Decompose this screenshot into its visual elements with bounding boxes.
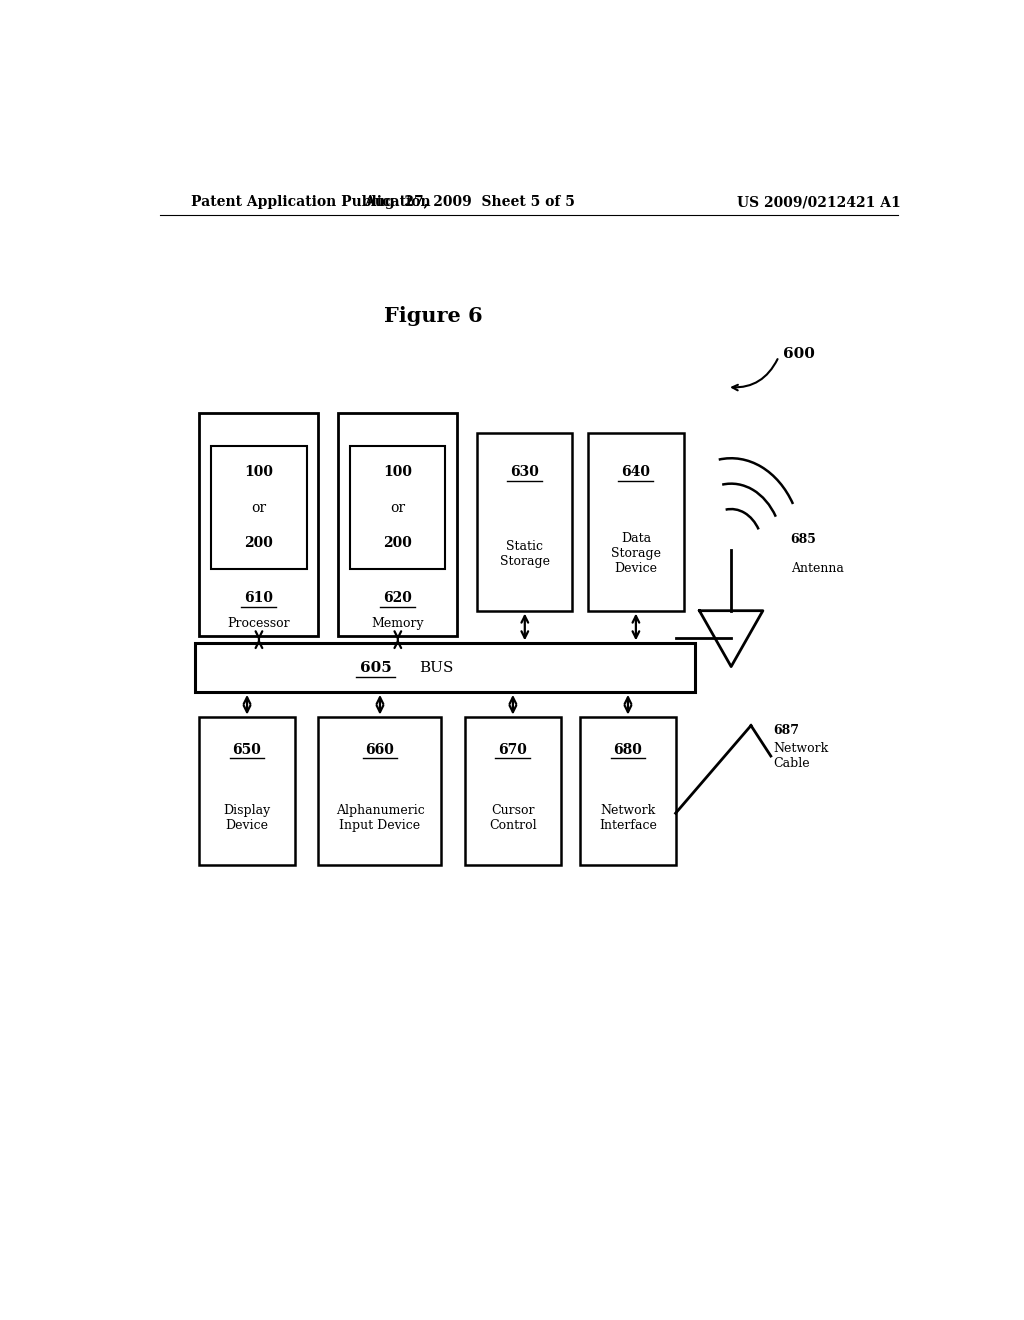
Bar [200,718,295,865]
Bar [318,718,441,865]
Text: Alphanumeric
Input Device: Alphanumeric Input Device [336,804,424,832]
Bar [477,433,572,611]
Bar [350,446,445,569]
Text: 200: 200 [383,536,413,549]
Text: Patent Application Publication: Patent Application Publication [191,195,431,209]
Bar [196,643,695,692]
Bar [211,446,306,569]
Text: US 2009/0212421 A1: US 2009/0212421 A1 [736,195,900,209]
Text: 687: 687 [773,725,799,737]
Bar [588,433,684,611]
Text: 660: 660 [366,743,394,756]
Text: 685: 685 [791,533,816,546]
Text: Figure 6: Figure 6 [384,306,483,326]
Text: Network
Cable: Network Cable [773,742,828,770]
Text: 610: 610 [245,591,273,605]
Bar [581,718,676,865]
Text: 600: 600 [782,347,815,360]
Text: 200: 200 [245,536,273,549]
Text: Display
Device: Display Device [223,804,270,832]
Text: 650: 650 [232,743,261,756]
Text: BUS: BUS [419,660,454,675]
Text: 605: 605 [359,660,391,675]
Text: Antenna: Antenna [791,561,844,574]
Bar [200,412,318,636]
Text: 630: 630 [510,465,540,479]
Text: 100: 100 [245,466,273,479]
Bar [338,412,458,636]
Text: 100: 100 [383,466,413,479]
Text: or: or [390,500,406,515]
Text: Memory: Memory [372,618,424,631]
Text: Data
Storage
Device: Data Storage Device [611,532,660,576]
Text: Static
Storage: Static Storage [500,540,550,568]
Text: Aug. 27, 2009  Sheet 5 of 5: Aug. 27, 2009 Sheet 5 of 5 [364,195,574,209]
Text: Processor: Processor [227,618,290,631]
Text: 620: 620 [383,591,413,605]
Text: 670: 670 [499,743,527,756]
Text: or: or [251,500,266,515]
Text: 640: 640 [622,465,650,479]
Text: Cursor
Control: Cursor Control [489,804,537,832]
Text: 680: 680 [613,743,642,756]
Text: Network
Interface: Network Interface [599,804,657,832]
Bar [465,718,560,865]
